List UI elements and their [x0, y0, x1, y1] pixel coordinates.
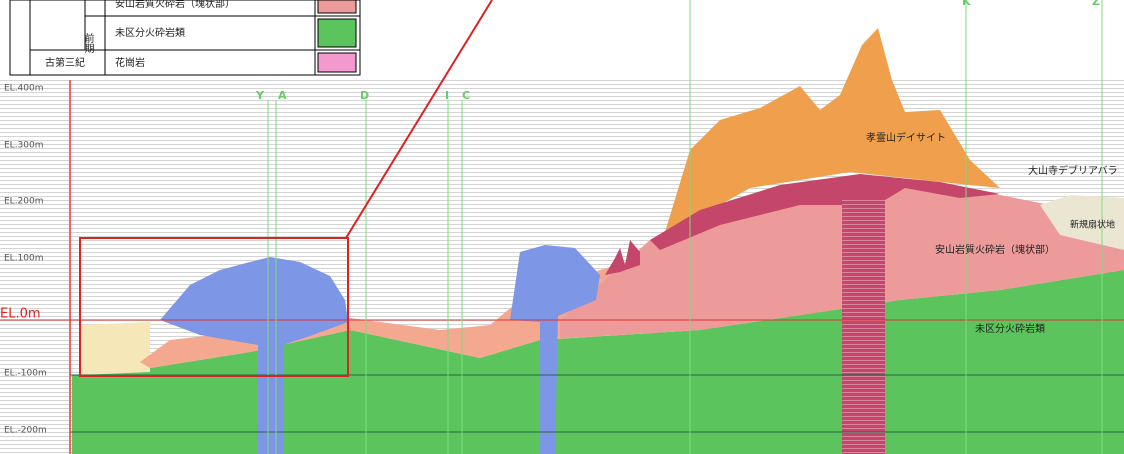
conduit-stripes	[842, 200, 885, 454]
dacite	[665, 28, 1000, 236]
section-letters: Y A D I C K Z	[255, 0, 1100, 102]
lava-dome-left	[160, 257, 348, 454]
legend-era: 古第三紀	[45, 56, 85, 69]
fan-deposit	[1040, 195, 1124, 250]
section-letter: D	[360, 89, 369, 102]
dacite-cap	[650, 174, 1000, 250]
zoom-box	[79, 237, 349, 377]
elevation-label: EL.200m	[4, 197, 44, 207]
section-letter: A	[278, 89, 287, 102]
unit-label: 未区分火砕岩類	[975, 322, 1045, 335]
elevation-label: EL.100m	[4, 254, 44, 264]
legend-label: 安山岩質火砕岩（塊状部）	[115, 0, 235, 10]
elevation-labels: EL.400m EL.300m EL.200m EL.100m EL.0m EL…	[0, 84, 47, 436]
section-letter: C	[462, 89, 470, 102]
section-letter: Y	[255, 89, 265, 102]
section-lines	[267, 0, 1103, 454]
small-peaks	[605, 240, 640, 275]
layers	[72, 28, 1124, 454]
elevation-label: EL.400m	[4, 84, 44, 94]
unit-label: 大山寺デブリアバラ	[1028, 164, 1118, 177]
unit-label: 孝霊山デイサイト	[866, 131, 946, 144]
elevation-label: EL.-100m	[4, 369, 47, 379]
unit-label: 新規扇状地	[1070, 219, 1115, 231]
legend-label: 花崗岩	[115, 56, 145, 69]
legend-label: 未区分火砕岩類	[115, 26, 185, 39]
legend: 安山岩質火砕岩（塊状部） 前期 未区分火砕岩類 古第三紀 花崗岩	[9, 0, 361, 76]
section-letter: K	[962, 0, 971, 8]
section-letter: I	[445, 89, 449, 102]
lava-dome-right	[510, 245, 600, 454]
unit-label: 安山岩質火砕岩（塊状部）	[935, 243, 1055, 256]
elevation-label: EL.300m	[4, 141, 44, 151]
elevation-label: EL.-200m	[4, 426, 47, 436]
zoom-pointer	[345, 0, 493, 239]
elevation-label: EL.0m	[0, 307, 41, 322]
unit-labels: 孝霊山デイサイト 大山寺デブリアバラ 新規扇状地 安山岩質火砕岩（塊状部） 未区…	[866, 131, 1118, 335]
legend-period: 前期	[82, 32, 94, 54]
beige-deposit	[80, 322, 150, 375]
section-letter: Z	[1092, 0, 1100, 8]
